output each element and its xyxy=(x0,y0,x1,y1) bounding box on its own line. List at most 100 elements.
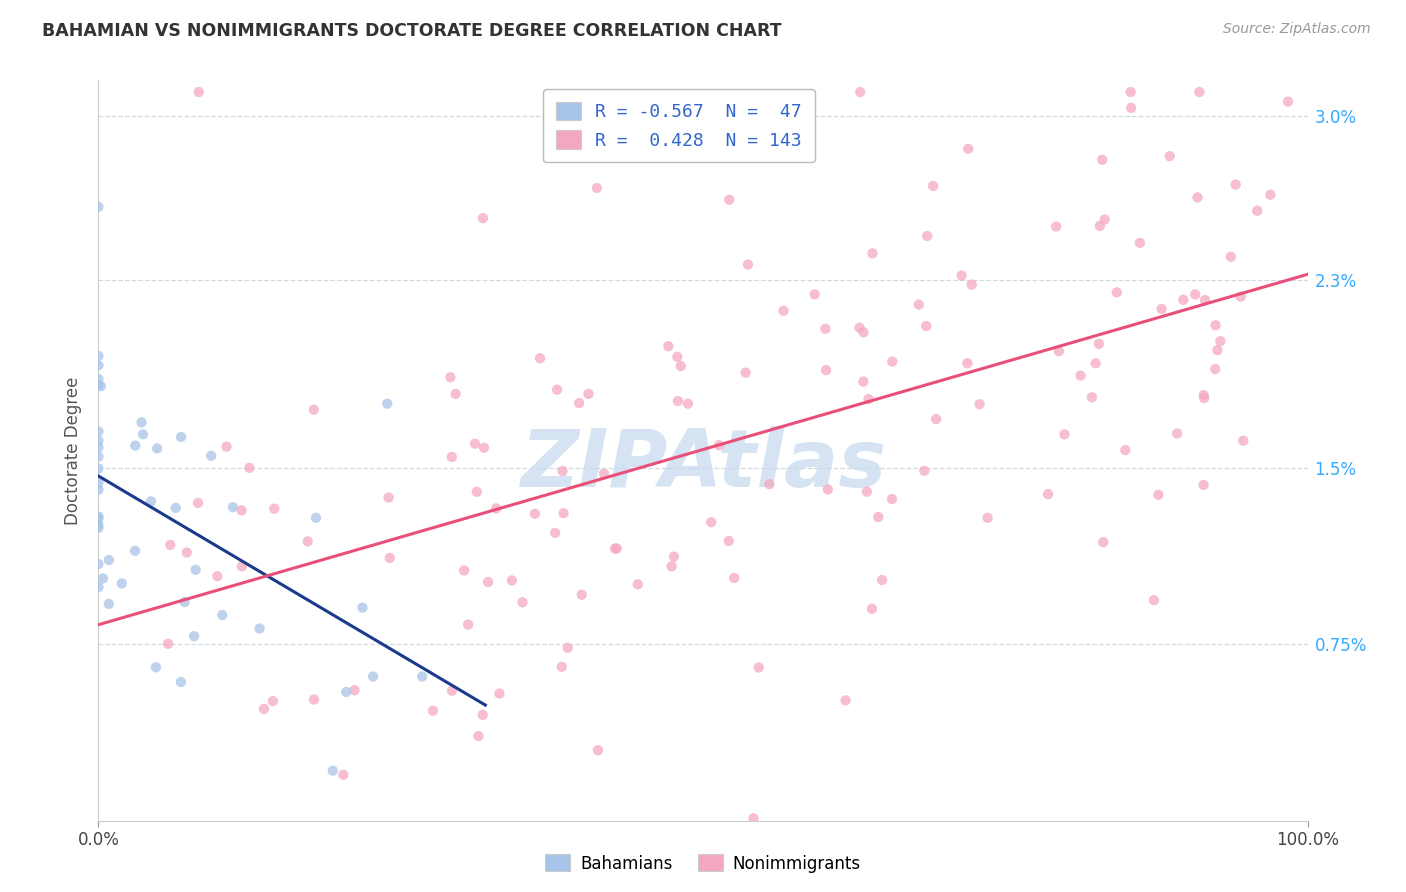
Point xyxy=(87,483,110,497)
Point xyxy=(717,533,740,548)
Point xyxy=(305,511,328,525)
Point xyxy=(322,764,344,778)
Point xyxy=(263,501,285,516)
Point xyxy=(87,349,110,363)
Point xyxy=(1091,153,1114,167)
Point xyxy=(1173,293,1195,307)
Point xyxy=(856,484,879,499)
Point xyxy=(1053,427,1076,442)
Point xyxy=(868,510,890,524)
Point xyxy=(1246,203,1268,218)
Point xyxy=(1194,293,1216,307)
Point xyxy=(676,396,699,410)
Point xyxy=(1084,356,1107,370)
Point xyxy=(238,460,260,475)
Point xyxy=(862,246,884,260)
Point xyxy=(1204,362,1226,376)
Point xyxy=(1277,95,1299,109)
Point xyxy=(1147,488,1170,502)
Point xyxy=(758,477,780,491)
Point xyxy=(352,600,374,615)
Point xyxy=(557,640,579,655)
Point xyxy=(1088,337,1111,351)
Point xyxy=(170,430,193,444)
Point xyxy=(1119,85,1142,99)
Point xyxy=(1206,343,1229,358)
Point xyxy=(87,425,110,439)
Point xyxy=(603,541,626,556)
Point xyxy=(1192,478,1215,492)
Point xyxy=(111,576,134,591)
Point xyxy=(748,660,770,674)
Point xyxy=(87,441,110,455)
Point xyxy=(422,704,444,718)
Point xyxy=(440,683,463,698)
Point xyxy=(87,521,110,535)
Point xyxy=(302,402,325,417)
Point xyxy=(1184,287,1206,301)
Point xyxy=(593,467,616,481)
Point xyxy=(662,549,685,564)
Point xyxy=(523,507,546,521)
Point xyxy=(707,438,730,452)
Point xyxy=(1188,85,1211,99)
Point xyxy=(669,359,692,373)
Point xyxy=(124,439,146,453)
Point xyxy=(176,545,198,559)
Point xyxy=(1105,285,1128,300)
Point xyxy=(950,268,973,283)
Point xyxy=(215,440,238,454)
Text: BAHAMIAN VS NONIMMIGRANTS DOCTORATE DEGREE CORRELATION CHART: BAHAMIAN VS NONIMMIGRANTS DOCTORATE DEGR… xyxy=(42,22,782,40)
Point xyxy=(586,181,609,195)
Point xyxy=(375,397,398,411)
Point xyxy=(915,319,938,334)
Point xyxy=(170,675,193,690)
Point xyxy=(661,559,683,574)
Point xyxy=(1166,426,1188,441)
Point xyxy=(157,637,180,651)
Point xyxy=(1209,334,1232,348)
Point xyxy=(852,326,875,340)
Point xyxy=(1187,190,1209,204)
Point xyxy=(184,563,207,577)
Point xyxy=(908,297,931,311)
Point xyxy=(817,483,839,497)
Point xyxy=(87,517,110,532)
Legend: R = -0.567  N =  47, R =  0.428  N = 143: R = -0.567 N = 47, R = 0.428 N = 143 xyxy=(543,89,814,162)
Point xyxy=(145,660,167,674)
Point xyxy=(1229,290,1251,304)
Point xyxy=(87,434,110,448)
Point xyxy=(925,412,948,426)
Point xyxy=(1205,318,1227,333)
Point xyxy=(439,370,461,384)
Text: Source: ZipAtlas.com: Source: ZipAtlas.com xyxy=(1223,22,1371,37)
Point xyxy=(1045,219,1067,234)
Point xyxy=(551,660,574,674)
Point xyxy=(969,397,991,411)
Point xyxy=(627,577,650,591)
Point xyxy=(544,525,567,540)
Point xyxy=(207,569,229,583)
Point xyxy=(814,322,837,336)
Point xyxy=(146,442,169,456)
Point xyxy=(200,449,222,463)
Point xyxy=(586,743,609,757)
Point xyxy=(700,515,723,529)
Point xyxy=(803,287,825,301)
Point xyxy=(1088,219,1111,233)
Point xyxy=(444,387,467,401)
Point xyxy=(90,379,112,393)
Point xyxy=(571,588,593,602)
Point xyxy=(849,85,872,99)
Point xyxy=(1129,235,1152,250)
Point xyxy=(1092,535,1115,549)
Point xyxy=(718,193,741,207)
Point xyxy=(377,491,399,505)
Point xyxy=(97,553,120,567)
Point xyxy=(551,464,574,478)
Point xyxy=(666,394,689,409)
Point xyxy=(297,534,319,549)
Point xyxy=(1219,250,1241,264)
Point xyxy=(343,683,366,698)
Point xyxy=(834,693,856,707)
